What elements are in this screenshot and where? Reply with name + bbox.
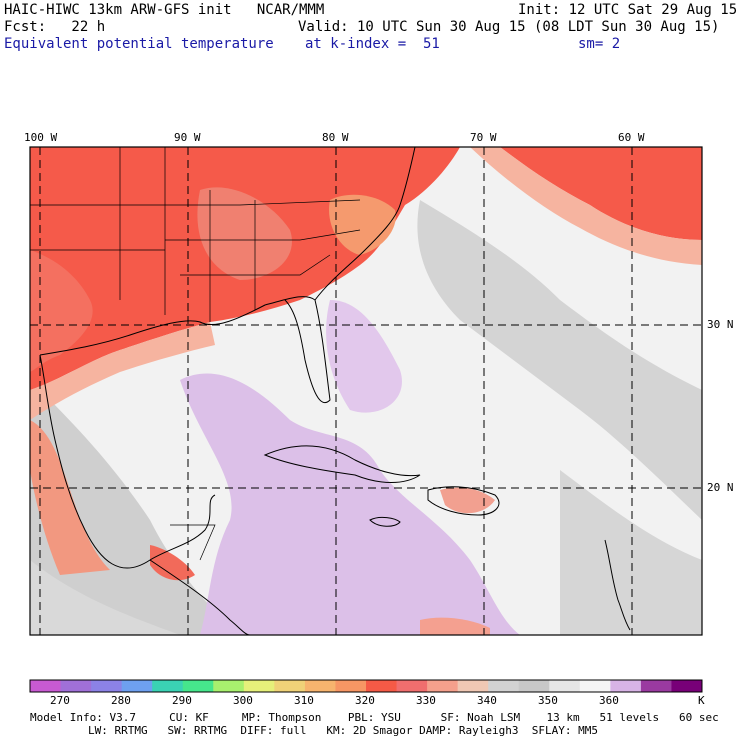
lon-label-60w: 60 W: [618, 131, 645, 144]
model-info-line1: Model Info: V3.7 CU: KF MP: Thompson PBL…: [30, 711, 719, 724]
colorbar-swatch: [579, 680, 611, 692]
lat-lon-grid: [30, 147, 702, 635]
colorbar-frame: [29, 679, 703, 693]
lon-label-70w: 70 W: [470, 131, 497, 144]
level-info: at k-index = 51: [305, 36, 440, 52]
colorbar-swatch: [427, 680, 459, 692]
lon-label-80w: 80 W: [322, 131, 349, 144]
colorbar-swatch: [91, 680, 123, 692]
model-info-line2: LW: RRTMG SW: RRTMG DIFF: full KM: 2D Sm…: [88, 724, 598, 737]
colorbar-swatch: [457, 680, 489, 692]
colorbar-unit: K: [698, 694, 705, 707]
colorbar-label-360: 360: [599, 694, 619, 707]
colorbar-swatch: [335, 680, 367, 692]
colorbar-label-310: 310: [294, 694, 314, 707]
colorbar-label-290: 290: [172, 694, 192, 707]
colorbar-label-350: 350: [538, 694, 558, 707]
colorbar-label-300: 300: [233, 694, 253, 707]
colorbar-swatch: [182, 680, 214, 692]
colorbar-label-330: 330: [416, 694, 436, 707]
colorbar-swatch: [366, 680, 398, 692]
colorbar-swatch: [274, 680, 306, 692]
colorbar-swatch: [518, 680, 550, 692]
colorbar-swatch: [121, 680, 153, 692]
lat-label-30n: 30 N: [707, 318, 734, 331]
map-frame: [29, 146, 703, 636]
smoothing-info: sm= 2: [578, 36, 621, 52]
lon-label-90w: 90 W: [174, 131, 201, 144]
lon-label-100w: 100 W: [24, 131, 58, 144]
model-title: HAIC-HIWC 13km ARW-GFS init NCAR/MMM: [4, 2, 325, 18]
colorbar: [30, 680, 703, 692]
colorbar-label-320: 320: [355, 694, 375, 707]
colorbar-swatch: [243, 680, 275, 692]
colorbar-swatch: [488, 680, 520, 692]
colorbar-swatch: [396, 680, 428, 692]
colorbar-swatch: [213, 680, 245, 692]
lat-label-20n: 20 N: [707, 481, 734, 494]
colorbar-swatch: [549, 680, 581, 692]
map-panel: [30, 147, 702, 635]
lavender-region: [180, 373, 520, 635]
forecast-hour: Fcst: 22 h: [4, 19, 106, 35]
colorbar-label-270: 270: [50, 694, 70, 707]
colorbar-swatch: [60, 680, 92, 692]
colorbar-label-280: 280: [111, 694, 131, 707]
colorbar-label-340: 340: [477, 694, 497, 707]
colorbar-swatch: [152, 680, 184, 692]
valid-time: Valid: 10 UTC Sun 30 Aug 15 (08 LDT Sun …: [298, 19, 720, 35]
colorbar-swatch: [30, 680, 62, 692]
colorbar-swatch: [671, 680, 703, 692]
colorbar-swatch: [610, 680, 642, 692]
colorbar-swatch: [640, 680, 672, 692]
colorbar-swatch: [304, 680, 336, 692]
init-time: Init: 12 UTC Sat 29 Aug 15: [518, 2, 738, 18]
field-name: Equivalent potential temperature: [4, 36, 274, 52]
